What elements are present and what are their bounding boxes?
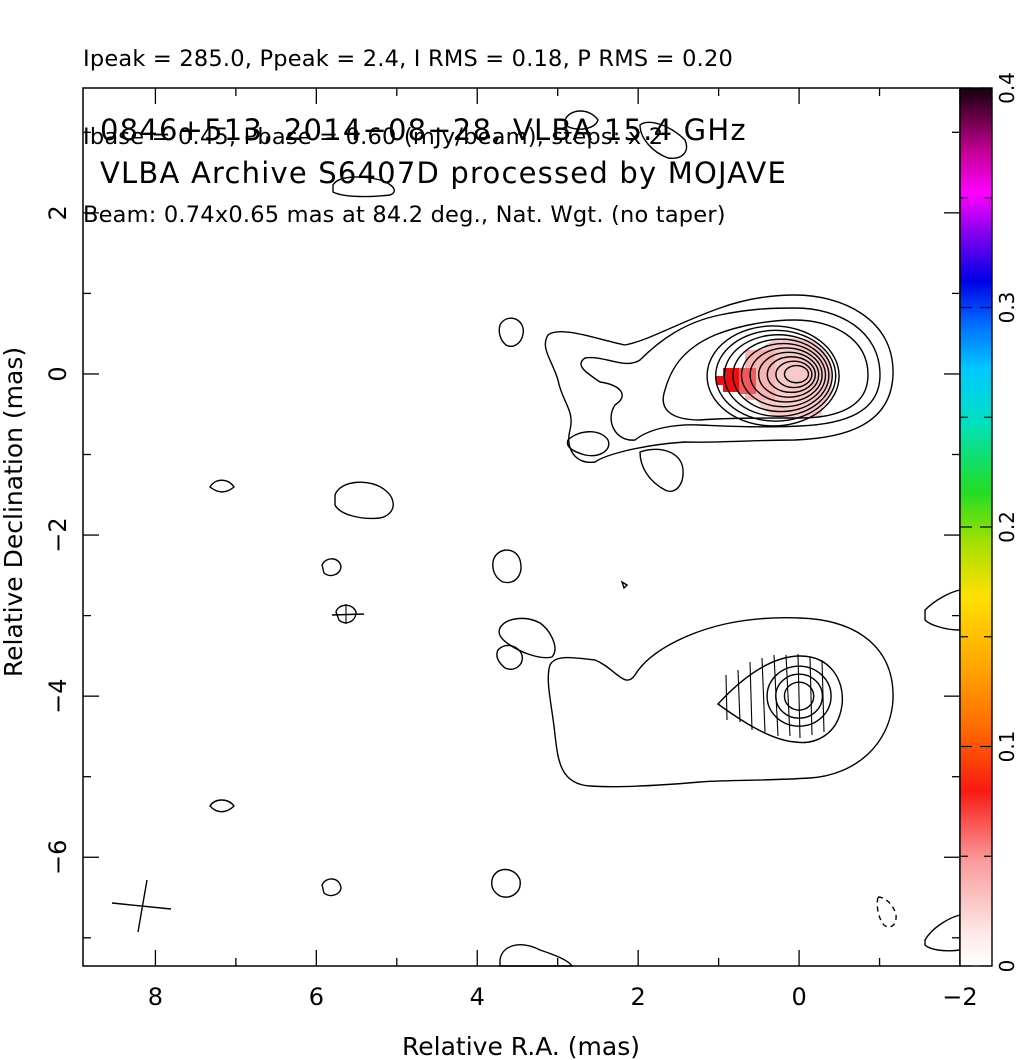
y-tick-label: 2 bbox=[44, 205, 72, 220]
noise-contour bbox=[492, 549, 522, 584]
south-core-wedge bbox=[716, 655, 844, 744]
noise-contour bbox=[209, 799, 235, 813]
noise-contour bbox=[335, 604, 357, 624]
x-tick-label: 6 bbox=[309, 983, 324, 1011]
x-axis-title: Relative R.A. (mas) bbox=[402, 1032, 640, 1060]
noise-contour bbox=[620, 580, 629, 590]
core-contours bbox=[706, 325, 840, 727]
noise-contour bbox=[334, 481, 394, 520]
evpa-tick bbox=[809, 656, 813, 736]
noise-contour bbox=[321, 878, 342, 897]
north-core-contour bbox=[757, 351, 820, 398]
header-line-2: Ibase = 0.45, Pbase = 0.60 (mJy/beam), s… bbox=[83, 124, 664, 150]
plot-title-line-2: VLBA Archive S6407D processed by MOJAVE bbox=[100, 156, 787, 190]
north-core-contour bbox=[775, 360, 813, 389]
x-tick-label: 0 bbox=[791, 983, 806, 1011]
noise-contour bbox=[564, 110, 599, 130]
colorbar-tick-label: 0 bbox=[995, 960, 1019, 973]
south-core-contour bbox=[775, 673, 824, 719]
noise-contour bbox=[924, 589, 961, 631]
x-tick-label: −2 bbox=[942, 983, 977, 1011]
noise-contour bbox=[924, 914, 961, 952]
y-tick-label: −4 bbox=[44, 678, 72, 713]
header-line-3: Beam: 0.74x0.65 mas at 84.2 deg., Nat. W… bbox=[83, 202, 726, 228]
north-core-contour bbox=[766, 356, 816, 394]
contour-lines bbox=[209, 110, 961, 967]
noise-contour bbox=[491, 868, 521, 898]
beam-cross bbox=[111, 879, 172, 933]
negative-contour bbox=[876, 896, 897, 928]
y-tick-label: −2 bbox=[44, 517, 72, 552]
north-second-contour bbox=[580, 307, 881, 441]
evpa-tick bbox=[797, 653, 801, 739]
y-tick-label: 0 bbox=[44, 366, 72, 381]
colorbar-tick-label: 0.1 bbox=[995, 731, 1019, 763]
colorbar-tick-label: 0.2 bbox=[995, 511, 1019, 543]
noise-contour bbox=[499, 944, 574, 967]
north-core-contour bbox=[749, 347, 823, 403]
evpa-ticks bbox=[345, 604, 825, 739]
header-line-1: Ipeak = 285.0, Ppeak = 2.4, I RMS = 0.18… bbox=[83, 46, 733, 72]
x-tick-labels: 8 6 4 2 0 −2 bbox=[148, 983, 978, 1011]
pol-pixel-block bbox=[716, 376, 726, 385]
evpa-tick bbox=[749, 661, 753, 731]
colorbar-tick-label: 0.4 bbox=[995, 72, 1019, 104]
map-header: Ipeak = 285.0, Ppeak = 2.4, I RMS = 0.18… bbox=[83, 0, 1003, 254]
colorbar-tick-labels: 0 0.1 0.2 0.3 0.4 bbox=[995, 72, 1019, 972]
south-blob-contour bbox=[498, 617, 556, 659]
x-tick-label: 2 bbox=[631, 983, 646, 1011]
y-tick-labels: 2 0 −2 −4 −6 bbox=[44, 205, 72, 875]
beam-minor-axis bbox=[137, 879, 148, 933]
x-tick-label: 4 bbox=[470, 983, 485, 1011]
north-core-contour bbox=[723, 334, 833, 418]
y-tick-label: −6 bbox=[44, 840, 72, 875]
north-core-contour bbox=[714, 329, 837, 422]
south-core-contour bbox=[783, 681, 815, 711]
noise-contour bbox=[332, 176, 395, 198]
north-core-contour bbox=[732, 338, 830, 413]
north-core-contour bbox=[740, 342, 827, 408]
y-axis-ticks bbox=[83, 131, 960, 939]
pol-pixel-block bbox=[738, 368, 756, 394]
north-outer-contour bbox=[544, 294, 894, 463]
noise-contour bbox=[321, 558, 342, 577]
plot-frame bbox=[82, 87, 961, 967]
noise-tick bbox=[331, 613, 365, 616]
north-third-contour bbox=[662, 319, 869, 421]
north-core-contour bbox=[706, 325, 840, 427]
x-tick-label: 8 bbox=[148, 983, 163, 1011]
plot-title-line-1: 0846+513, 2014−08−28, VLBA 15.4 GHz bbox=[100, 113, 747, 147]
x-axis-ticks bbox=[154, 88, 961, 966]
evpa-tick bbox=[725, 674, 728, 721]
y-axis-title: Relative Declination (mas) bbox=[0, 347, 28, 677]
north-blob-contour bbox=[566, 431, 610, 457]
north-blob-contour bbox=[639, 448, 684, 492]
south-blob-contour bbox=[496, 644, 523, 670]
beam-major-axis bbox=[111, 902, 172, 910]
north-core-contour bbox=[783, 364, 810, 384]
noise-contour bbox=[209, 479, 235, 493]
noise-contour bbox=[639, 121, 688, 159]
noise-contour bbox=[498, 317, 524, 347]
south-core-contour bbox=[766, 665, 832, 727]
evpa-tick bbox=[761, 657, 766, 733]
evpa-tick bbox=[737, 669, 741, 723]
south-outer-contour bbox=[547, 617, 894, 788]
colorbar-tick-label: 0.3 bbox=[995, 292, 1019, 324]
colorbar-ticks bbox=[960, 87, 992, 967]
